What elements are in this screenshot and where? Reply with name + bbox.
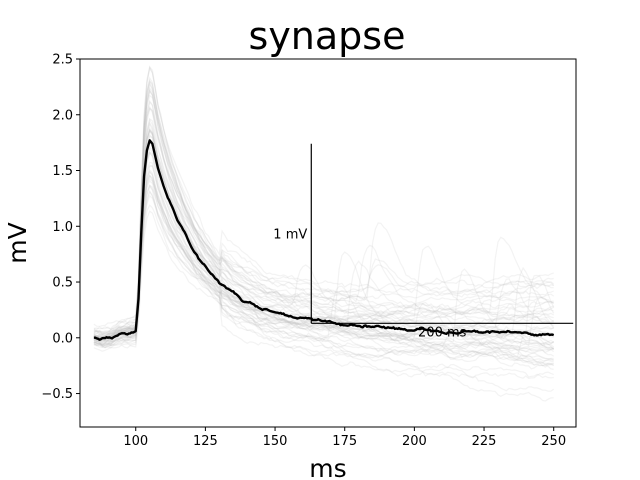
x-tick-label: 150	[263, 434, 288, 449]
individual-trace	[93, 99, 554, 345]
individual-trace	[93, 177, 554, 335]
individual-trace	[93, 130, 555, 340]
individual-trace	[93, 82, 554, 335]
individual-trace	[93, 76, 555, 343]
individual-trace	[93, 174, 555, 347]
individual-trace	[93, 89, 554, 339]
y-tick-label: 0.5	[52, 276, 73, 291]
individual-trace	[93, 174, 555, 350]
individual-trace	[93, 161, 554, 364]
vertical-scale-label: 1 mV	[273, 228, 307, 243]
individual-trace	[93, 184, 554, 344]
horizontal-scale-label: 200 ms	[418, 325, 467, 340]
individual-trace	[93, 128, 554, 362]
individual-trace	[93, 106, 555, 335]
individual-trace	[93, 147, 555, 347]
individual-trace	[93, 87, 554, 347]
individual-trace	[93, 168, 555, 353]
x-tick-label: 100	[123, 434, 148, 449]
individual-trace	[93, 78, 555, 344]
individual-trace	[93, 151, 555, 357]
scale-bars: 1 mV 200 ms	[273, 143, 574, 340]
x-tick-label: 225	[472, 434, 497, 449]
individual-trace	[93, 86, 554, 341]
individual-trace	[93, 65, 555, 357]
individual-trace	[93, 121, 554, 357]
y-tick-label: 1.0	[52, 220, 73, 235]
individual-trace	[93, 174, 554, 379]
individual-trace	[93, 164, 555, 361]
individual-trace	[93, 66, 554, 370]
x-tick-label: 125	[193, 434, 218, 449]
individual-trace	[93, 89, 554, 367]
individual-trace	[93, 65, 554, 350]
individual-trace	[93, 126, 554, 331]
y-tick-label: 0.0	[52, 331, 73, 346]
x-axis-label: ms	[309, 454, 346, 480]
y-tick-label: 1.5	[52, 164, 73, 179]
x-tick-label: 250	[541, 434, 566, 449]
chart-title: synapse	[249, 14, 406, 58]
plot-frame	[79, 58, 577, 428]
individual-trace	[93, 94, 555, 336]
individual-trace	[93, 189, 554, 367]
y-tick-label: 2.0	[52, 108, 73, 123]
individual-trace	[93, 171, 555, 392]
individual-trace	[93, 80, 554, 330]
individual-trace	[93, 107, 555, 336]
individual-trace	[93, 100, 554, 337]
individual-traces	[93, 65, 555, 402]
x-tick-label: 200	[402, 434, 427, 449]
y-tick-label: 2.5	[52, 53, 73, 68]
individual-trace	[93, 81, 555, 358]
individual-trace	[93, 151, 554, 342]
individual-trace	[93, 121, 554, 353]
y-axis-label: mV	[3, 222, 32, 263]
individual-trace	[93, 180, 554, 370]
individual-trace	[93, 184, 555, 338]
y-axis-ticks: −0.5 0.0 0.5 1.0 1.5 2.0 2.5	[41, 53, 80, 402]
individual-trace	[93, 184, 555, 341]
y-tick-label: −0.5	[41, 387, 73, 402]
individual-trace	[93, 210, 555, 358]
individual-trace	[93, 150, 554, 341]
individual-trace	[93, 190, 554, 346]
x-tick-label: 175	[332, 434, 357, 449]
individual-trace	[93, 194, 555, 346]
individual-trace	[93, 129, 554, 351]
x-axis-ticks: 100 125 150 175 200 225 250	[123, 427, 566, 449]
mean-trace-layer	[93, 139, 555, 341]
individual-trace	[93, 170, 554, 343]
mean-trace	[93, 139, 555, 341]
